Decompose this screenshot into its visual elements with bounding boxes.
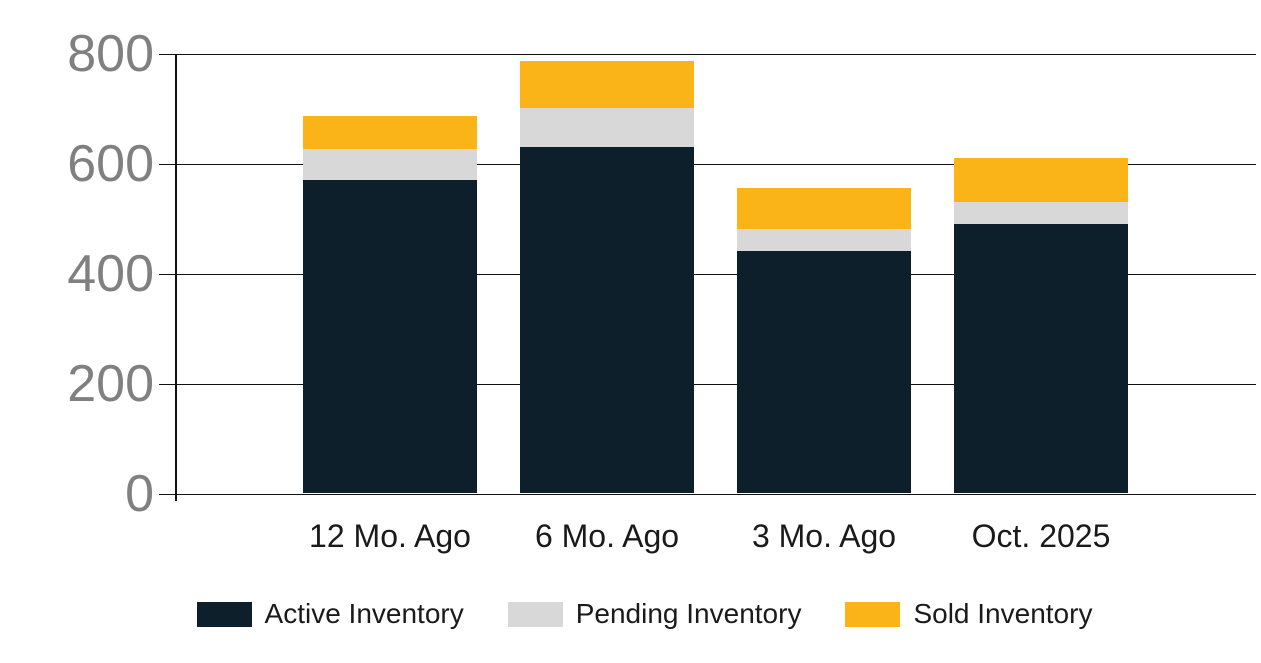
bar-segment-sold-inventory [303, 116, 477, 150]
y-tick-800 [159, 54, 175, 55]
x-tick-label: Oct. 2025 [971, 518, 1111, 554]
legend-label: Pending Inventory [575, 598, 802, 629]
legend-item-active-inventory: Active Inventory [196, 598, 464, 629]
y-tick-label: 800 [67, 25, 154, 83]
bar-12-mo-ago: 12 Mo. Ago [303, 116, 477, 552]
bar-segment-active-inventory [303, 179, 477, 493]
gridline-0 [175, 494, 1256, 495]
legend-swatch-icon [507, 601, 563, 627]
x-tick-label: 3 Mo. Ago [751, 518, 897, 554]
gridline-400 [175, 274, 1256, 275]
bar-segment-pending-inventory [954, 201, 1128, 224]
x-tick-label: 6 Mo. Ago [534, 518, 680, 554]
bar-segment-sold-inventory [737, 187, 911, 229]
legend-item-pending-inventory: Pending Inventory [507, 598, 802, 629]
bar-segment-sold-inventory [520, 61, 694, 108]
y-axis-line [175, 54, 177, 501]
y-tick-400 [159, 274, 175, 275]
bar-6-mo-ago: 6 Mo. Ago [520, 61, 694, 552]
bars-layer: 12 Mo. Ago 6 Mo. Ago 3 Mo. Ago Oct. 2025 [175, 53, 1256, 552]
legend-swatch-icon [845, 601, 901, 627]
y-tick-label: 200 [67, 355, 154, 413]
legend: Active Inventory Pending Inventory Sold In… [0, 597, 1261, 631]
y-tick-600 [159, 164, 175, 165]
legend-label: Active Inventory [264, 598, 464, 629]
y-tick-label: 600 [67, 135, 154, 193]
gridline-800 [175, 54, 1256, 55]
bar-3-mo-ago: 3 Mo. Ago [737, 187, 911, 552]
bar-segment-active-inventory [954, 223, 1128, 493]
y-tick-0 [159, 494, 175, 495]
bar-segment-sold-inventory [954, 157, 1128, 202]
y-tick-200 [159, 384, 175, 385]
gridline-600 [175, 164, 1256, 165]
plot-area: 0 200 400 600 800 12 Mo. Ago 6 Mo. Ago 3 Mo. A… [67, 28, 1256, 552]
bar-segment-pending-inventory [303, 149, 477, 180]
y-tick-label: 0 [125, 465, 154, 523]
x-tick-label: 12 Mo. Ago [309, 518, 471, 554]
bar-segment-active-inventory [737, 251, 911, 493]
bar-segment-pending-inventory [737, 229, 911, 251]
legend-swatch-icon [196, 601, 252, 627]
bar-segment-pending-inventory [520, 108, 694, 147]
legend-item-sold-inventory: Sold Inventory [845, 600, 1092, 628]
bar-segment-active-inventory [520, 146, 694, 493]
y-tick-label: 400 [67, 245, 154, 303]
bar-oct-2025: Oct. 2025 [954, 157, 1128, 552]
gridline-200 [175, 384, 1256, 385]
legend-label: Sold Inventory [913, 598, 1093, 629]
